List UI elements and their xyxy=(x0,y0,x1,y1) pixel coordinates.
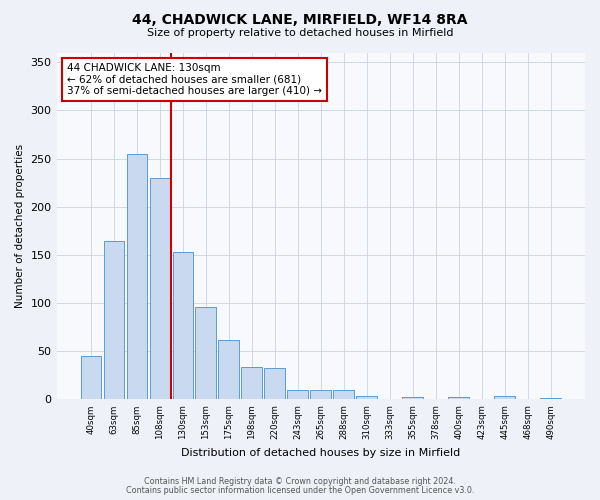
Text: Contains HM Land Registry data © Crown copyright and database right 2024.: Contains HM Land Registry data © Crown c… xyxy=(144,477,456,486)
Bar xyxy=(196,307,216,400)
Bar xyxy=(104,242,124,400)
Text: 44 CHADWICK LANE: 130sqm
← 62% of detached houses are smaller (681)
37% of semi-: 44 CHADWICK LANE: 130sqm ← 62% of detach… xyxy=(67,63,322,96)
X-axis label: Distribution of detached houses by size in Mirfield: Distribution of detached houses by size … xyxy=(181,448,460,458)
Bar xyxy=(241,366,262,400)
Bar xyxy=(80,356,101,400)
Bar xyxy=(173,252,193,400)
Text: Size of property relative to detached houses in Mirfield: Size of property relative to detached ho… xyxy=(147,28,453,38)
Bar xyxy=(356,396,377,400)
Bar xyxy=(540,398,561,400)
Bar xyxy=(265,368,285,400)
Y-axis label: Number of detached properties: Number of detached properties xyxy=(15,144,25,308)
Text: Contains public sector information licensed under the Open Government Licence v3: Contains public sector information licen… xyxy=(126,486,474,495)
Bar xyxy=(310,390,331,400)
Bar xyxy=(127,154,147,400)
Bar xyxy=(448,396,469,400)
Bar xyxy=(287,390,308,400)
Bar xyxy=(334,390,354,400)
Bar xyxy=(149,178,170,400)
Bar xyxy=(218,340,239,400)
Text: 44, CHADWICK LANE, MIRFIELD, WF14 8RA: 44, CHADWICK LANE, MIRFIELD, WF14 8RA xyxy=(132,12,468,26)
Bar xyxy=(403,396,423,400)
Bar xyxy=(494,396,515,400)
